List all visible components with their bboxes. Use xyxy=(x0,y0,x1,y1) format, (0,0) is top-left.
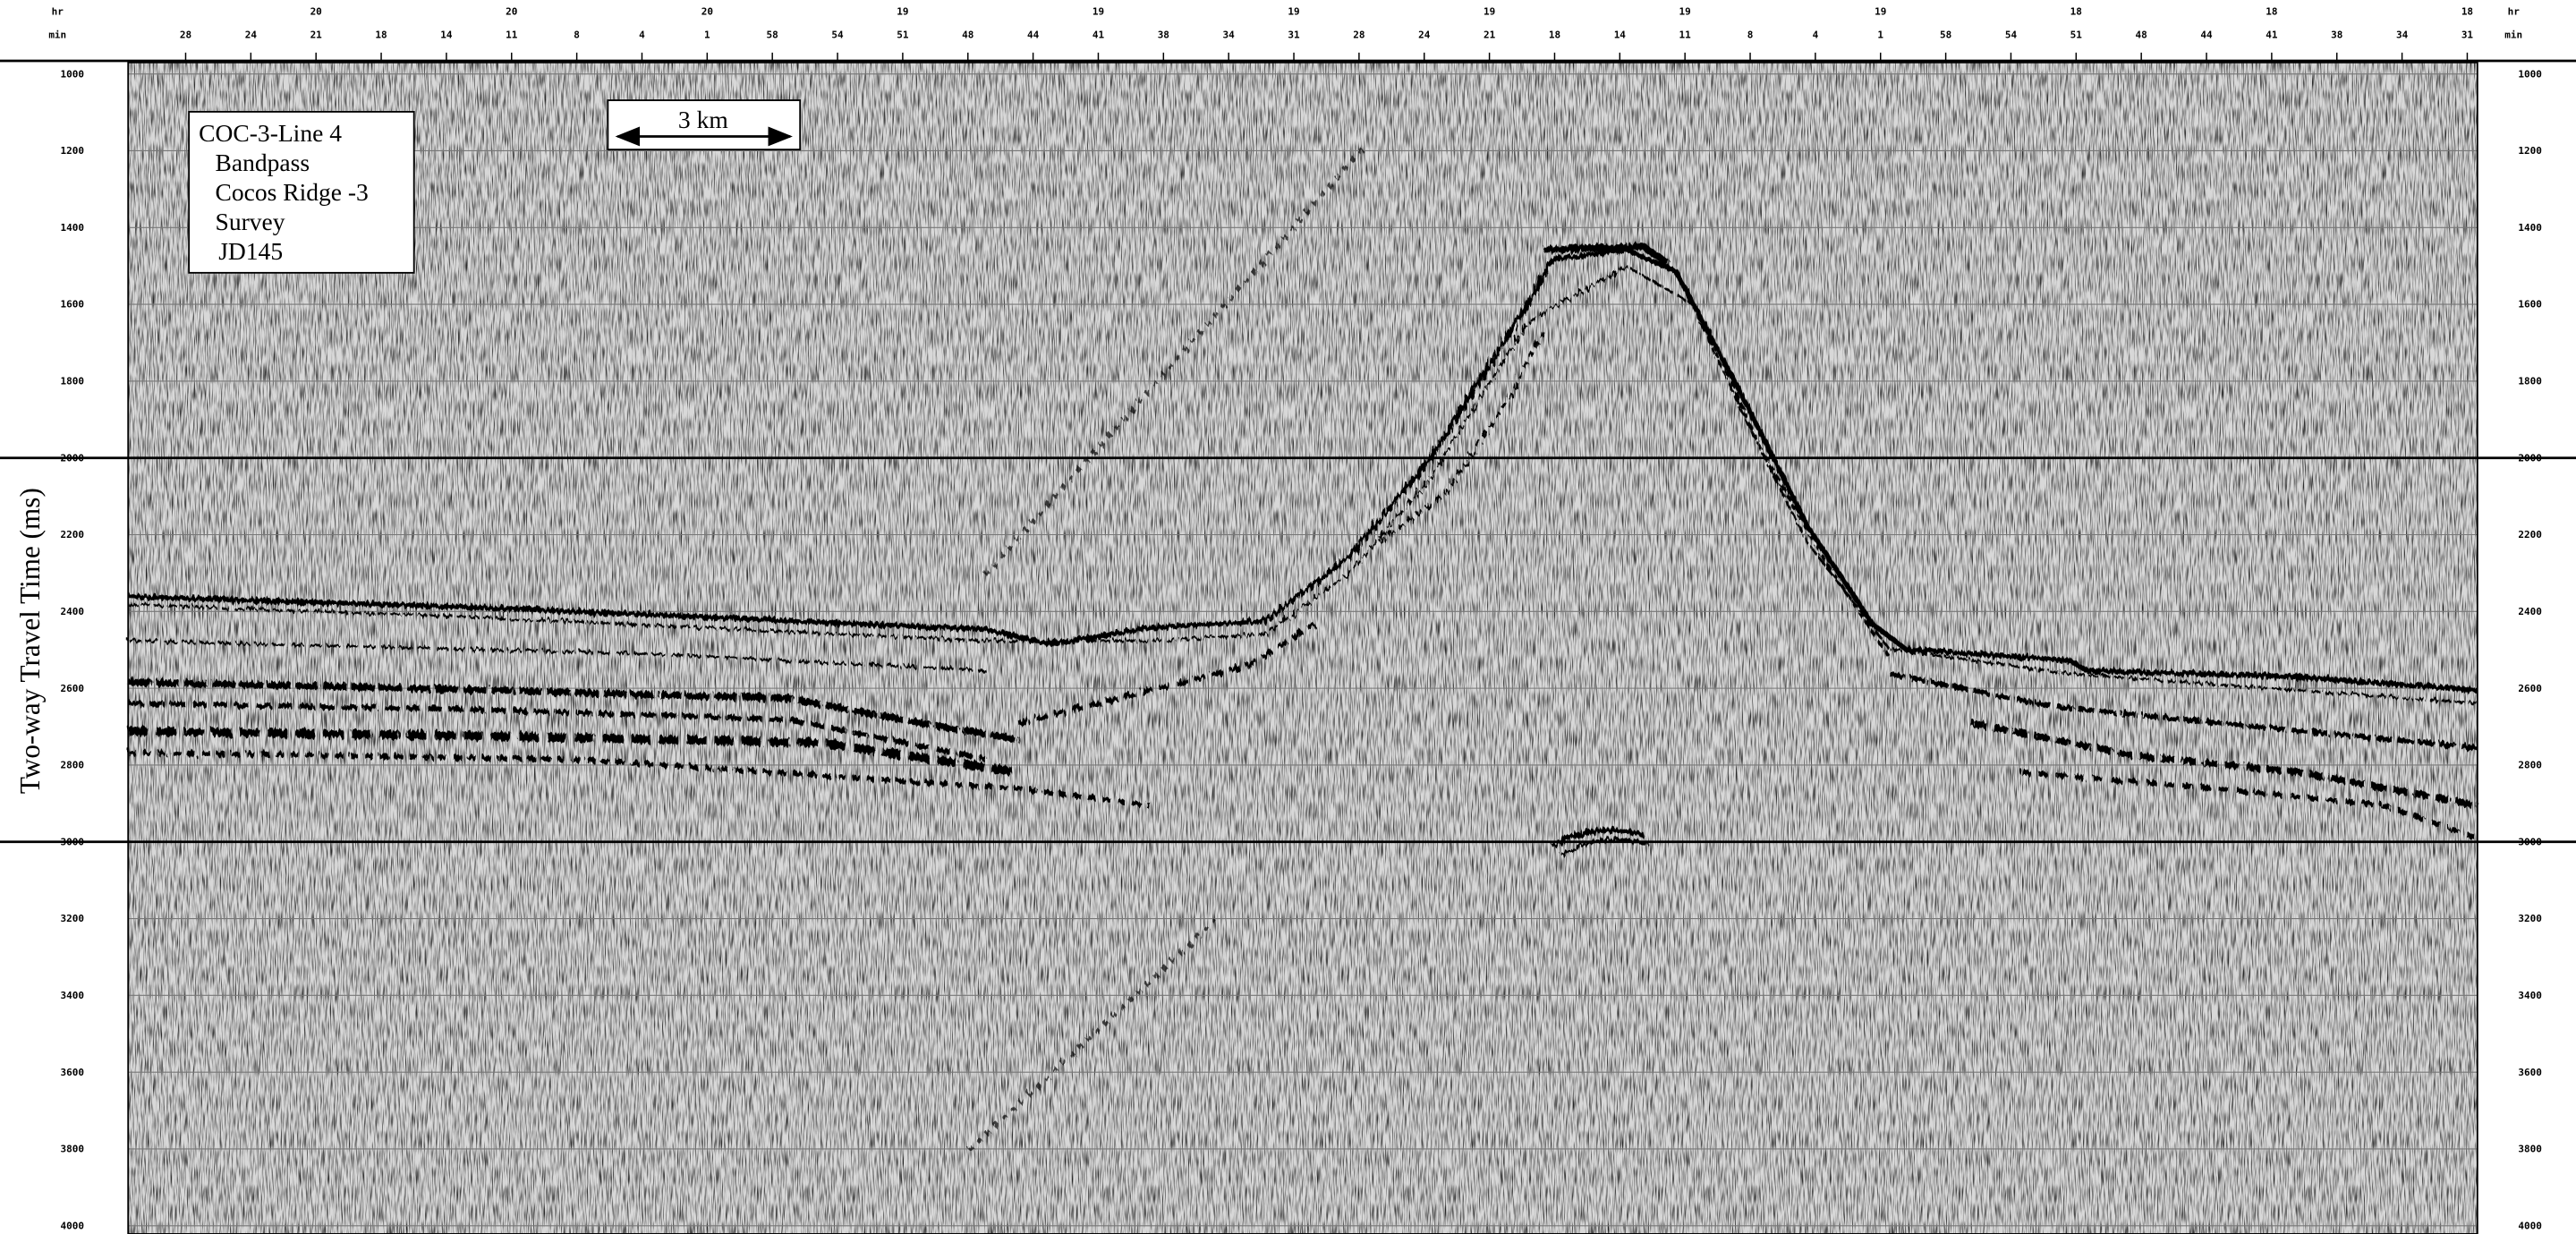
y-tick-label: 2200 xyxy=(61,529,85,540)
hour-tick-label: 20 xyxy=(701,6,713,18)
y-tick-label: 2600 xyxy=(2518,683,2542,694)
minute-tick-label: 18 xyxy=(375,29,387,40)
y-tick-label: 1600 xyxy=(2518,299,2542,311)
minute-tick-label: 31 xyxy=(1288,29,1300,40)
y-tick-label: 3200 xyxy=(61,913,85,924)
y-tick-label: 2400 xyxy=(61,606,85,617)
minute-tick-label: 14 xyxy=(440,29,453,40)
minute-tick-label: 44 xyxy=(2200,29,2213,40)
y-axis: 1000 1000 1200 1200 1400 1400 1600 1600 1800 1800… xyxy=(61,68,2542,1231)
minute-tick-label: 38 xyxy=(2331,29,2342,40)
y-tick-label: 2000 xyxy=(2518,452,2542,464)
y-tick-label: 3800 xyxy=(61,1144,85,1155)
legend-line: JD145 xyxy=(218,237,283,265)
minute-tick-label: 38 xyxy=(1158,29,1169,40)
y-tick-label: 1800 xyxy=(2518,376,2542,387)
hour-label: hr xyxy=(2508,6,2521,18)
reflectors xyxy=(128,146,2478,1152)
minute-tick-label: 24 xyxy=(245,29,258,40)
minute-tick-label: 21 xyxy=(310,29,323,40)
y-tick-label: 4000 xyxy=(2518,1220,2542,1231)
minute-tick-label: 24 xyxy=(1418,29,1431,40)
hour-tick-label: 18 xyxy=(2461,6,2473,18)
minute-tick-label: 4 xyxy=(639,29,645,40)
minute-tick-label: 41 xyxy=(2266,29,2278,40)
y-tick-label: 3200 xyxy=(2518,913,2542,924)
y-axis-title: Two-way Travel Time (ms) xyxy=(14,488,46,794)
minute-tick-label: 34 xyxy=(1223,29,1236,40)
hour-tick-label: 19 xyxy=(1679,6,1691,18)
hour-tick-label: 20 xyxy=(310,6,322,18)
minute-tick-label: 8 xyxy=(574,29,580,40)
y-tick-label: 3800 xyxy=(2518,1144,2542,1155)
y-tick-label: 1000 xyxy=(61,68,85,80)
legend-line: Cocos Ridge -3 xyxy=(216,178,369,206)
minute-tick-label: 54 xyxy=(831,29,844,40)
minute-tick-label: 21 xyxy=(1484,29,1496,40)
y-tick-label: 3600 xyxy=(61,1067,85,1078)
y-tick-label: 1200 xyxy=(2518,145,2542,157)
minute-tick-label: 54 xyxy=(2005,29,2018,40)
hour-tick-label: 18 xyxy=(2266,6,2277,18)
hour-tick-label: 19 xyxy=(1484,6,1495,18)
y-tick-label: 3400 xyxy=(2518,990,2542,1001)
y-tick-label: 3600 xyxy=(2518,1067,2542,1078)
y-tick-label: 1200 xyxy=(61,145,85,157)
y-tick-label: 3000 xyxy=(2518,836,2542,847)
minute-tick-label: 28 xyxy=(180,29,191,40)
top-axis: 28 24 21 18 14 11 8 4 1 58 54 51 48 44 41 38 34 31 28 24 21 1… xyxy=(180,6,2474,61)
minute-tick-label: 51 xyxy=(897,29,909,40)
hour-tick-label: 19 xyxy=(1875,6,1886,18)
minute-tick-label: 1 xyxy=(704,29,710,40)
minute-label: min xyxy=(48,29,66,40)
minute-tick-label: 4 xyxy=(1813,29,1819,40)
hour-tick-label: 18 xyxy=(2070,6,2082,18)
minute-tick-label: 44 xyxy=(1027,29,1040,40)
minute-tick-label: 48 xyxy=(2136,29,2147,40)
minute-tick-label: 34 xyxy=(2396,29,2409,40)
legend-line: COC-3-Line 4 xyxy=(199,119,342,147)
minute-tick-label: 58 xyxy=(1940,29,1951,40)
y-tick-label: 2000 xyxy=(61,452,85,464)
minute-tick-label: 48 xyxy=(962,29,973,40)
y-tick-label: 2800 xyxy=(2518,760,2542,771)
hour-tick-label: 19 xyxy=(1092,6,1104,18)
legend-line: Survey xyxy=(216,208,285,235)
minute-label: min xyxy=(2504,29,2522,40)
minute-tick-label: 28 xyxy=(1353,29,1365,40)
y-tick-label: 4000 xyxy=(61,1220,85,1231)
hour-tick-label: 19 xyxy=(897,6,908,18)
y-tick-label: 1800 xyxy=(61,376,85,387)
hour-label: hr xyxy=(52,6,64,18)
y-tick-label: 2800 xyxy=(61,760,85,771)
y-tick-label: 1400 xyxy=(61,222,85,234)
noise-texture xyxy=(128,62,2478,1234)
y-tick-label: 2200 xyxy=(2518,529,2542,540)
minute-tick-label: 14 xyxy=(1614,29,1627,40)
y-tick-label: 2600 xyxy=(61,683,85,694)
hour-tick-label: 20 xyxy=(506,6,517,18)
legend-box xyxy=(188,110,415,274)
y-tick-label: 2400 xyxy=(2518,606,2542,617)
y-tick-label: 3400 xyxy=(61,990,85,1001)
minute-tick-label: 11 xyxy=(1679,29,1692,40)
y-tick-label: 1000 xyxy=(2518,68,2542,80)
minute-tick-label: 1 xyxy=(1877,29,1883,40)
y-tick-label: 3000 xyxy=(61,836,85,847)
minute-tick-label: 41 xyxy=(1092,29,1105,40)
y-tick-label: 1600 xyxy=(61,299,85,311)
hour-tick-label: 19 xyxy=(1288,6,1299,18)
minute-tick-label: 18 xyxy=(1549,29,1560,40)
y-tick-label: 1400 xyxy=(2518,222,2542,234)
minute-tick-label: 8 xyxy=(1747,29,1754,40)
minute-tick-label: 11 xyxy=(506,29,518,40)
scale-bar-label: 3 km xyxy=(678,106,728,133)
minute-tick-label: 51 xyxy=(2070,29,2083,40)
legend-line: Bandpass xyxy=(216,149,310,176)
minute-tick-label: 58 xyxy=(767,29,778,40)
minute-tick-label: 31 xyxy=(2461,29,2474,40)
